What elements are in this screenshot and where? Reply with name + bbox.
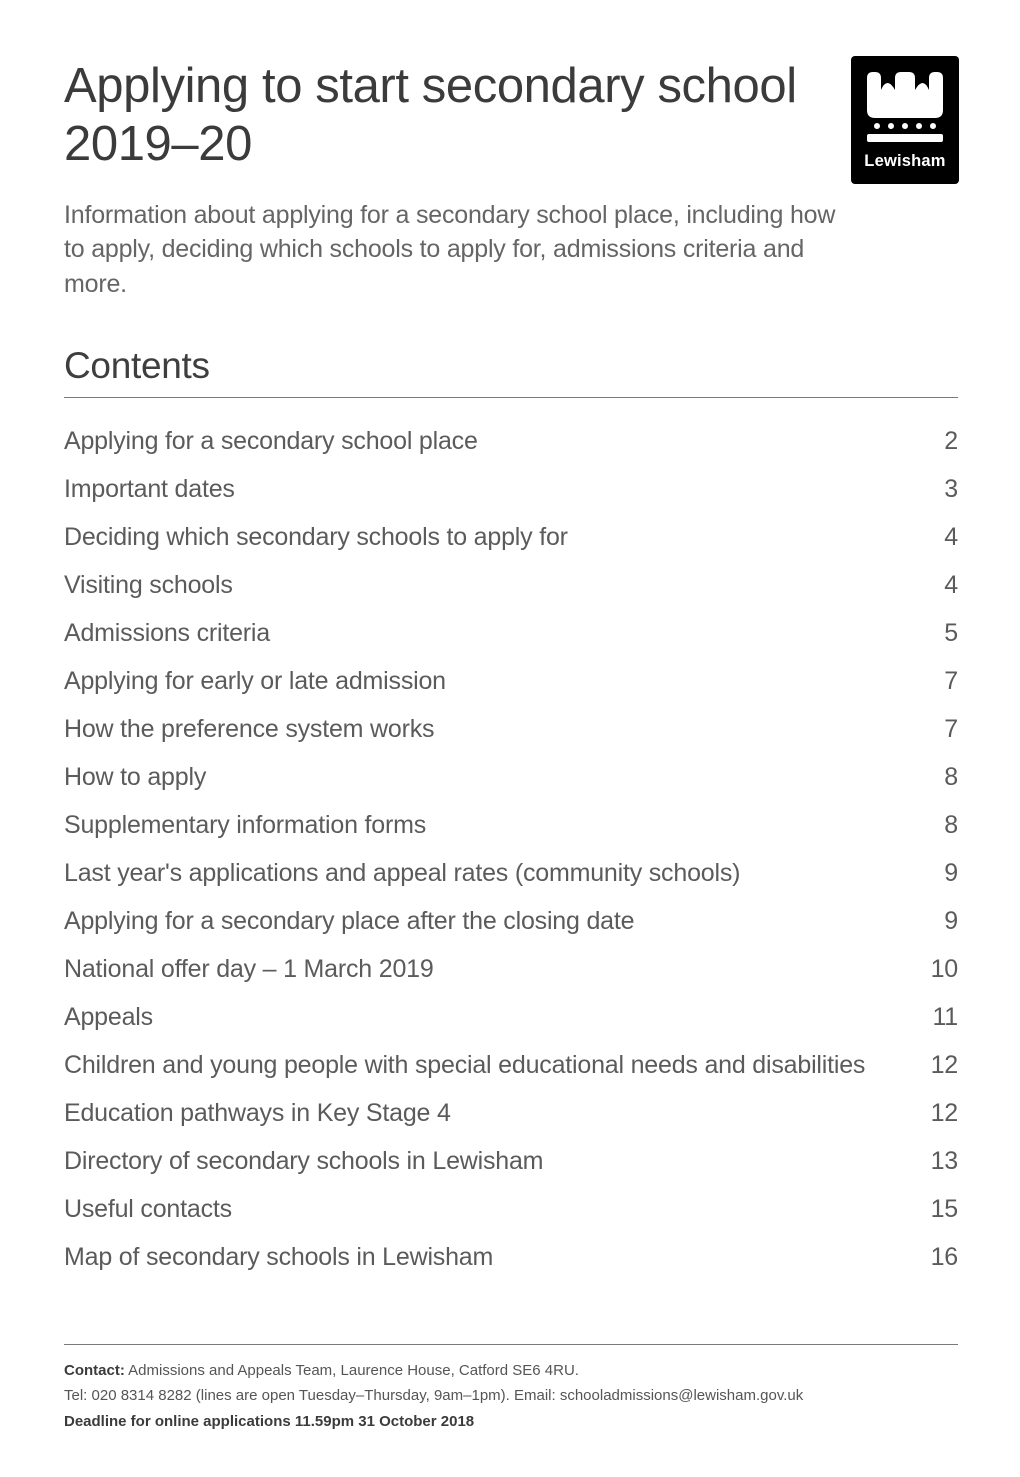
toc-label: Important dates (64, 477, 926, 502)
footer-tel-email: Tel: 020 8314 8282 (lines are open Tuesd… (64, 1384, 958, 1407)
toc-label: Applying for a secondary school place (64, 429, 926, 454)
toc-label: National offer day – 1 March 2019 (64, 957, 926, 982)
contents-heading: Contents (64, 345, 958, 398)
toc-label: How to apply (64, 765, 926, 790)
council-logo-box: Lewisham (851, 56, 959, 184)
toc-row: Applying for a secondary place after the… (64, 898, 958, 946)
toc-page: 7 (926, 669, 958, 694)
toc-row: Visiting schools 4 (64, 562, 958, 610)
toc-page: 12 (926, 1053, 958, 1078)
toc-label: Admissions criteria (64, 621, 926, 646)
council-logo-text: Lewisham (864, 152, 945, 171)
toc-label: Map of secondary schools in Lewisham (64, 1245, 926, 1270)
toc-label: Visiting schools (64, 573, 926, 598)
toc-row: Last year's applications and appeal rate… (64, 850, 958, 898)
toc-label: Applying for early or late admission (64, 669, 926, 694)
footer-contact-line: Contact: Admissions and Appeals Team, La… (64, 1359, 958, 1382)
toc-row: Education pathways in Key Stage 4 12 (64, 1090, 958, 1138)
toc-page: 5 (926, 621, 958, 646)
toc-row: How to apply 8 (64, 754, 958, 802)
toc-label: Appeals (64, 1005, 926, 1030)
toc-page: 2 (926, 429, 958, 454)
toc-row: Appeals 11 (64, 994, 958, 1042)
toc-page: 8 (926, 813, 958, 838)
toc-page: 8 (926, 765, 958, 790)
toc-label: Supplementary information forms (64, 813, 926, 838)
page-title: Applying to start secondary school 2019–… (64, 58, 844, 174)
footer: Contact: Admissions and Appeals Team, La… (64, 1359, 958, 1433)
toc-page: 11 (926, 1005, 958, 1030)
toc-row: Directory of secondary schools in Lewish… (64, 1138, 958, 1186)
council-logo: Lewisham (851, 56, 959, 184)
toc-row: Admissions criteria 5 (64, 610, 958, 658)
page-subtitle: Information about applying for a seconda… (64, 198, 844, 302)
toc-row: Supplementary information forms 8 (64, 802, 958, 850)
toc-row: National offer day – 1 March 2019 10 (64, 946, 958, 994)
toc-page: 3 (926, 477, 958, 502)
toc-label: Education pathways in Key Stage 4 (64, 1101, 926, 1126)
toc-label: Directory of secondary schools in Lewish… (64, 1149, 926, 1174)
toc-row: Deciding which secondary schools to appl… (64, 514, 958, 562)
toc-page: 7 (926, 717, 958, 742)
toc-row: Children and young people with special e… (64, 1042, 958, 1090)
toc-page: 15 (926, 1197, 958, 1222)
toc-row: Map of secondary schools in Lewisham 16 (64, 1234, 958, 1282)
toc-page: 9 (926, 909, 958, 934)
toc-page: 9 (926, 861, 958, 886)
toc-row: Applying for early or late admission 7 (64, 658, 958, 706)
toc-page: 4 (926, 525, 958, 550)
footer-deadline: Deadline for online applications 11.59pm… (64, 1410, 958, 1433)
toc-row: Useful contacts 15 (64, 1186, 958, 1234)
table-of-contents: Applying for a secondary school place 2 … (64, 418, 958, 1282)
footer-contact-label: Contact: (64, 1362, 125, 1379)
toc-page: 16 (926, 1245, 958, 1270)
crown-icon (861, 66, 949, 144)
footer-contact-text: Admissions and Appeals Team, Laurence Ho… (125, 1362, 579, 1379)
toc-page: 12 (926, 1101, 958, 1126)
toc-row: How the preference system works 7 (64, 706, 958, 754)
toc-row: Important dates 3 (64, 466, 958, 514)
toc-label: Useful contacts (64, 1197, 926, 1222)
toc-row: Applying for a secondary school place 2 (64, 418, 958, 466)
toc-label: Applying for a secondary place after the… (64, 909, 926, 934)
toc-label: Children and young people with special e… (64, 1053, 926, 1078)
footer-rule (64, 1344, 958, 1345)
toc-label: How the preference system works (64, 717, 926, 742)
toc-label: Deciding which secondary schools to appl… (64, 525, 926, 550)
toc-page: 4 (926, 573, 958, 598)
toc-page: 10 (926, 957, 958, 982)
toc-label: Last year's applications and appeal rate… (64, 861, 926, 886)
toc-page: 13 (926, 1149, 958, 1174)
